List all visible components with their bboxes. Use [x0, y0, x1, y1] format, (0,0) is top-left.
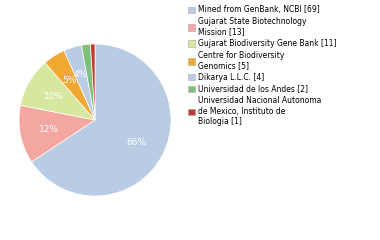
- Text: 5%: 5%: [62, 76, 77, 85]
- Wedge shape: [64, 45, 95, 120]
- Wedge shape: [21, 63, 95, 120]
- Text: 10%: 10%: [44, 92, 64, 101]
- Text: 12%: 12%: [39, 125, 59, 134]
- Wedge shape: [90, 44, 95, 120]
- Text: 66%: 66%: [127, 138, 147, 147]
- Text: 4%: 4%: [74, 71, 88, 79]
- Wedge shape: [32, 44, 171, 196]
- Wedge shape: [81, 44, 95, 120]
- Wedge shape: [45, 51, 95, 120]
- Legend: Mined from GenBank, NCBI [69], Gujarat State Biotechnology
Mission [13], Gujarat: Mined from GenBank, NCBI [69], Gujarat S…: [186, 4, 338, 127]
- Wedge shape: [19, 105, 95, 162]
